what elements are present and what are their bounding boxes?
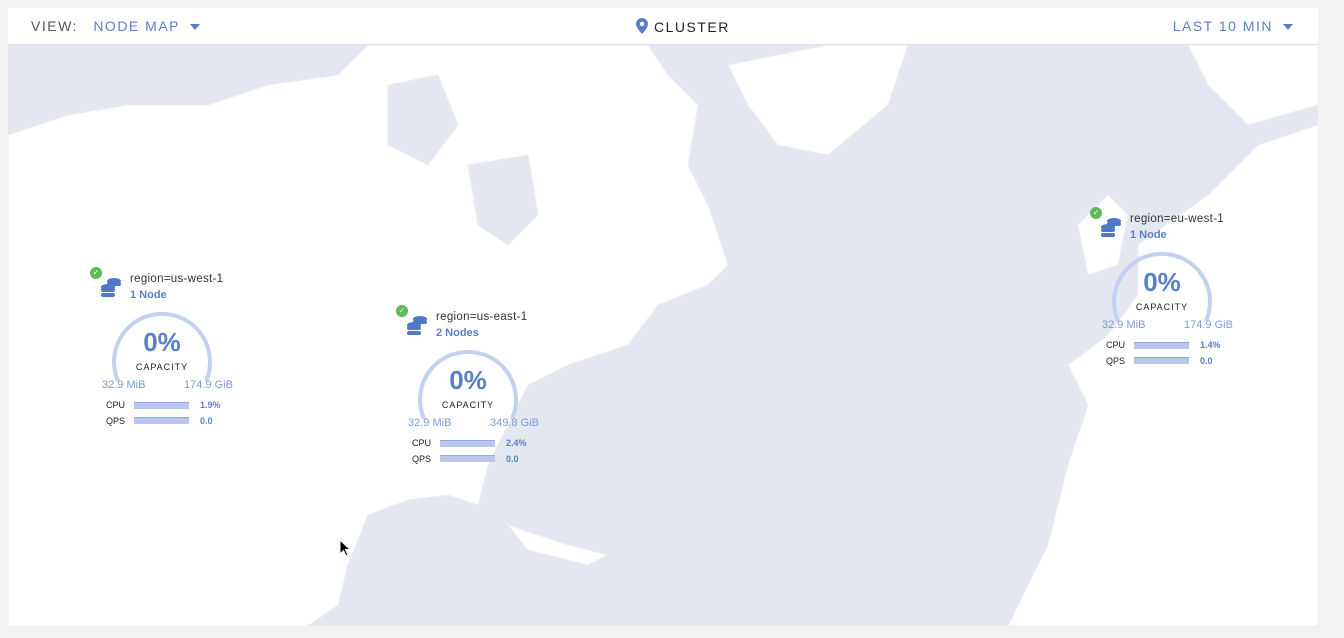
cpu-value: 1.4%: [1200, 340, 1221, 350]
used-capacity: 32.9 MiB: [1102, 319, 1146, 331]
node-count: 2 Nodes: [436, 327, 479, 339]
database-icon: [101, 278, 121, 297]
cpu-sparkline: [1134, 342, 1189, 349]
used-capacity: 32.9 MiB: [408, 417, 452, 429]
node-count: 1 Node: [1130, 229, 1167, 241]
qps-sparkline: [1134, 357, 1189, 364]
database-icon: [407, 316, 427, 335]
cpu-value: 1.9%: [200, 400, 221, 410]
capacity-label: CAPACITY: [441, 400, 495, 410]
cpu-label: CPU: [1106, 340, 1126, 350]
view-selector[interactable]: VIEW: NODE MAP: [31, 18, 200, 34]
total-capacity: 174.9 GiB: [1184, 319, 1233, 331]
cpu-value: 2.4%: [506, 438, 527, 448]
chevron-down-icon: [190, 24, 200, 31]
location-pin-icon: [636, 18, 648, 34]
region-cluster-us-west-1[interactable]: ✓ region=us-west-1 1 Node 0% CAPACITY 32…: [90, 267, 250, 437]
node-count: 1 Node: [130, 289, 167, 301]
region-cluster-eu-west-1[interactable]: ✓ region=eu-west-1 1 Node 0% CAPACITY 32…: [1090, 207, 1250, 377]
qps-label: QPS: [1106, 356, 1126, 366]
map-landmasses: [8, 44, 1318, 626]
qps-label: QPS: [412, 454, 432, 464]
qps-sparkline: [134, 417, 189, 424]
qps-value: 0.0: [506, 454, 519, 464]
region-cluster-us-east-1[interactable]: ✓ region=us-east-1 2 Nodes 0% CAPACITY 3…: [396, 305, 556, 475]
capacity-percent: 0%: [143, 327, 181, 357]
region-name: region=eu-west-1: [1130, 213, 1224, 225]
header-bar: VIEW: NODE MAP CLUSTER LAST 10 MIN: [8, 8, 1318, 45]
view-label: VIEW:: [31, 18, 78, 34]
capacity-gauge: [112, 311, 212, 382]
time-range-value: LAST 10 MIN: [1172, 18, 1273, 34]
location-label: CLUSTER: [654, 19, 730, 35]
qps-value: 0.0: [200, 416, 213, 426]
database-icon: [1101, 218, 1121, 237]
healthy-check-icon: ✓: [396, 305, 408, 317]
qps-value: 0.0: [1200, 356, 1213, 366]
mouse-cursor-icon: [339, 539, 351, 557]
cluster-page: VIEW: NODE MAP CLUSTER LAST 10 MIN: [8, 8, 1318, 626]
region-name: region=us-west-1: [130, 273, 224, 285]
time-range-selector[interactable]: LAST 10 MIN: [1173, 18, 1293, 34]
used-capacity: 32.9 MiB: [102, 379, 146, 391]
total-capacity: 174.9 GiB: [184, 379, 233, 391]
healthy-check-icon: ✓: [90, 267, 102, 279]
capacity-percent: 0%: [449, 365, 487, 395]
capacity-gauge: [1112, 251, 1212, 322]
cpu-label: CPU: [412, 438, 432, 448]
capacity-label: CAPACITY: [135, 362, 189, 372]
view-value[interactable]: NODE MAP: [93, 18, 180, 34]
capacity-percent: 0%: [1143, 267, 1181, 297]
cpu-sparkline: [440, 440, 495, 447]
world-map[interactable]: [8, 44, 1318, 626]
cpu-sparkline: [134, 402, 189, 409]
healthy-check-icon: ✓: [1090, 207, 1102, 219]
chevron-down-icon: [1283, 24, 1293, 31]
qps-sparkline: [440, 455, 495, 462]
cpu-label: CPU: [106, 400, 126, 410]
capacity-gauge: [418, 349, 518, 420]
capacity-label: CAPACITY: [1135, 302, 1189, 312]
region-name: region=us-east-1: [436, 311, 528, 323]
qps-label: QPS: [106, 416, 126, 426]
breadcrumb[interactable]: CLUSTER: [636, 18, 730, 35]
total-capacity: 349.8 GiB: [490, 417, 539, 429]
